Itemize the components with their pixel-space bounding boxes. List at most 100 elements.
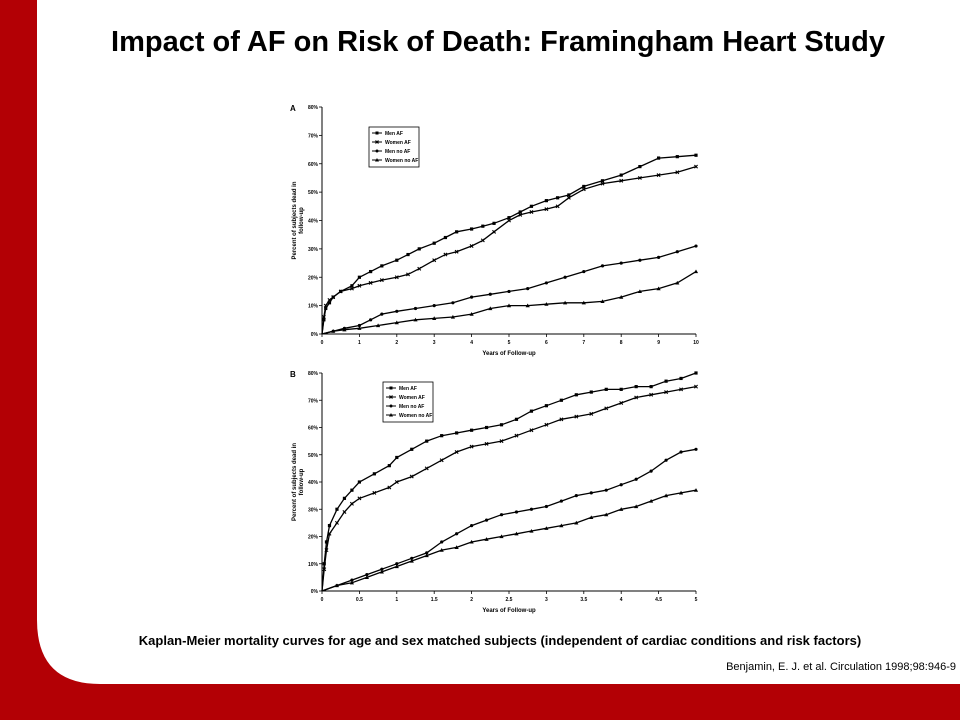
chart-a-x-tick-label: 7	[582, 340, 585, 346]
chart-a-series-men-af-point	[481, 224, 485, 228]
chart-a-x-tick-label: 6	[545, 340, 548, 346]
chart-a-series-women-af-point	[321, 314, 326, 319]
chart-b-series-women-af-point	[694, 384, 698, 389]
chart-a-series-men-af-point	[417, 247, 421, 251]
chart-a-series-men-af-point	[694, 153, 698, 157]
chart-a-series-women-af-point	[480, 238, 485, 243]
chart-b-series-women-no-af-point	[514, 531, 519, 536]
chart-b-panel-label: B	[290, 370, 296, 379]
chart-a-series-women-af-point	[417, 266, 422, 271]
chart-a-series-men-af-point	[582, 184, 586, 189]
chart-b-series-women-af-point	[454, 450, 459, 455]
chart-b-series-women-no-af-point	[364, 575, 369, 579]
chart-a-series-men-no-af-point	[395, 309, 399, 313]
chart-a-series-women-af-point	[581, 187, 586, 192]
chart-b-series-women-no-af-point	[544, 526, 549, 530]
chart-a-series-women-no-af-point	[357, 326, 362, 330]
chart-a-series-men-af-point	[507, 216, 511, 220]
chart-b-series-women-af-point	[664, 390, 669, 395]
chart-a-series-women-no-af-point	[656, 286, 661, 291]
chart-b-series-women-no-af-point	[678, 490, 684, 495]
chart-b-series-men-no-af-point	[574, 494, 578, 498]
chart-b-series-men-af-point	[544, 404, 548, 408]
chart-a-y-tick-label: 70%	[308, 133, 319, 139]
chart-b-legend-entry: Women no AF	[399, 413, 432, 419]
chart-b-series-women-af-point	[619, 400, 624, 405]
chart-b-series-men-no-af-point	[514, 510, 519, 514]
chart-a-series-women-af-point	[619, 178, 624, 183]
chart-b-series-women-af-point	[387, 485, 392, 490]
chart-b-series-women-no-af-point	[379, 569, 384, 574]
chart-b-series-women-af-point	[484, 441, 489, 446]
chart-a-y-tick-label: 0%	[311, 332, 319, 338]
chart-a-series-men-af-point	[327, 301, 332, 305]
chart-a-series-women-af-point	[432, 258, 437, 263]
chart-b-series-women-af-point	[679, 387, 684, 392]
chart-a-x-tick-label: 4	[470, 340, 473, 346]
chart-b-series-women-no-af-point	[693, 488, 699, 492]
chart-a-series-men-af-point	[406, 252, 410, 257]
chart-a-x-tick-label: 3	[433, 340, 436, 346]
chart-a-series-men-no-af-point	[413, 306, 418, 311]
chart-a-series-women-no-af-point	[331, 329, 336, 333]
chart-a-series-men-no-af-point	[675, 250, 679, 254]
chart-a-legend-marker	[375, 149, 379, 153]
chart-a-series-women-af-point	[492, 229, 497, 234]
chart-b-series-women-no-af-point	[424, 553, 429, 558]
chart-a-series-men-no-af-point	[380, 312, 384, 316]
chart-b-x-tick-label: 0	[321, 597, 324, 603]
chart-a-series-men-no-af-point	[369, 318, 373, 322]
chart-b-series-men-no-af-point	[499, 513, 504, 517]
chart-a-series-women-no-af-point	[450, 314, 455, 319]
chart-a-series-women-no-af-point	[488, 306, 493, 311]
chart-a-series-women-no-af-point	[342, 327, 347, 332]
chart-a-series-women-af-line	[321, 165, 697, 335]
chart-b-series-men-no-af-point	[664, 458, 668, 462]
chart-a-series-men-af-point	[470, 227, 474, 231]
chart-b-legend-marker	[389, 404, 393, 408]
chart-b-series-women-af-point	[439, 458, 444, 463]
chart-a-series-men-no-af-point	[488, 292, 492, 296]
chart-a-legend-entry: Men no AF	[385, 149, 410, 155]
chart-a-series-men-af-point	[619, 173, 623, 177]
chart-b-series-women-af-point	[544, 422, 549, 427]
chart-a-series-men-no-af-point	[694, 244, 698, 248]
chart-b-x-tick-label: 1	[395, 597, 398, 603]
chart-b-series-men-af-point	[649, 385, 653, 389]
chart-b-series-men-no-af-point	[350, 578, 354, 582]
chart-a-series-women-no-af-point	[563, 300, 568, 305]
chart-b-series-men-no-af-point	[380, 567, 384, 571]
chart-b-series-women-no-af-point	[454, 545, 459, 549]
chart-b-legend-entry: Women AF	[399, 395, 425, 401]
chart-a-series-women-af-point	[327, 297, 332, 302]
chart-b-series-men-af-point	[574, 393, 578, 397]
chart-b-series-men-af-point	[350, 488, 354, 492]
chart-b-series-women-af-point	[574, 414, 579, 419]
chart-a-series-women-af-point	[338, 289, 343, 294]
chart-a-series-women-af-point	[406, 272, 411, 277]
chart-b-x-tick-label: 4.5	[655, 597, 662, 603]
chart-a-series-women-af-point	[357, 283, 362, 288]
chart-b-y-tick-label: 30%	[308, 507, 319, 513]
chart-b-series-women-af-point	[424, 466, 429, 471]
chart-b-series-men-af-point	[529, 409, 534, 413]
chart-a-series-women-af-point	[379, 278, 384, 283]
chart-a-series-men-no-af-point	[357, 323, 361, 328]
chart-a-legend-marker	[375, 140, 379, 144]
chart-b-series-women-no-af-point	[604, 512, 609, 517]
chart-a-x-tick-label: 5	[508, 340, 511, 346]
chart-b-series-men-af-point	[664, 379, 668, 383]
chart-b-legend-marker	[389, 413, 393, 417]
chart-b-series-women-no-af-point	[634, 504, 639, 509]
chart-b-y-tick-label: 20%	[308, 535, 319, 541]
chart-b-legend-entry: Men no AF	[399, 404, 424, 410]
chart-b-series-men-no-af-point	[559, 499, 563, 503]
chart-b-y-tick-label: 80%	[308, 371, 319, 377]
chart-a-series-men-af-point	[675, 155, 679, 159]
chart-b-x-tick-label: 1.5	[431, 597, 438, 603]
chart-a-series-women-af-point	[349, 286, 354, 291]
chart-b-series-men-af-point	[372, 472, 376, 476]
chart-a-series-women-no-af-point	[619, 295, 624, 299]
chart-b-series-women-af-point	[469, 444, 474, 449]
